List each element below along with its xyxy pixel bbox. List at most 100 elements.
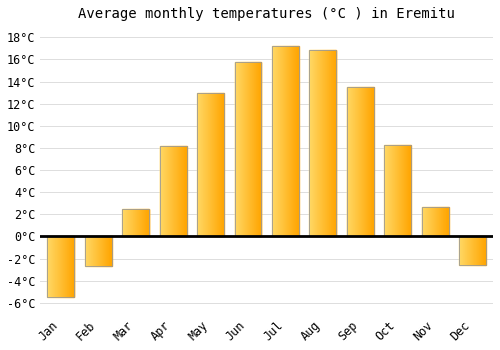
Bar [64, 237, 65, 297]
Bar [424, 206, 425, 237]
Bar [128, 209, 129, 237]
Bar [364, 87, 365, 237]
Bar [357, 87, 358, 237]
Bar [85, 237, 112, 266]
Bar [475, 237, 476, 265]
Bar [183, 146, 184, 237]
Bar [111, 237, 112, 266]
Bar [48, 237, 49, 297]
Bar [439, 206, 440, 237]
Bar [422, 206, 423, 237]
Bar [459, 237, 486, 265]
Bar [161, 146, 162, 237]
Bar [272, 46, 299, 237]
Bar [360, 87, 361, 237]
Bar [175, 146, 176, 237]
Bar [254, 62, 256, 237]
Bar [471, 237, 472, 265]
Bar [407, 145, 408, 237]
Bar [294, 46, 295, 237]
Bar [164, 146, 165, 237]
Bar [110, 237, 111, 266]
Bar [89, 237, 90, 266]
Bar [470, 237, 471, 265]
Bar [409, 145, 410, 237]
Bar [347, 87, 374, 237]
Bar [310, 49, 336, 237]
Bar [130, 209, 131, 237]
Bar [349, 87, 350, 237]
Bar [387, 145, 388, 237]
Bar [176, 146, 177, 237]
Bar [56, 237, 57, 297]
Bar [404, 145, 405, 237]
Bar [466, 237, 467, 265]
Bar [331, 49, 332, 237]
Bar [172, 146, 173, 237]
Bar [147, 209, 148, 237]
Bar [244, 62, 246, 237]
Bar [478, 237, 479, 265]
Bar [445, 206, 446, 237]
Bar [59, 237, 60, 297]
Bar [459, 237, 460, 265]
Bar [107, 237, 108, 266]
Bar [464, 237, 465, 265]
Title: Average monthly temperatures (°C ) in Eremitu: Average monthly temperatures (°C ) in Er… [78, 7, 455, 21]
Bar [472, 237, 473, 265]
Bar [260, 62, 261, 237]
Bar [125, 209, 126, 237]
Bar [142, 209, 143, 237]
Bar [166, 146, 167, 237]
Bar [103, 237, 104, 266]
Bar [292, 46, 293, 237]
Bar [335, 49, 336, 237]
Bar [62, 237, 63, 297]
Bar [86, 237, 87, 266]
Bar [85, 237, 86, 266]
Bar [288, 46, 289, 237]
Bar [463, 237, 464, 265]
Bar [160, 146, 186, 237]
Bar [290, 46, 291, 237]
Bar [252, 62, 254, 237]
Bar [319, 49, 320, 237]
Bar [144, 209, 145, 237]
Bar [468, 237, 469, 265]
Bar [140, 209, 141, 237]
Bar [91, 237, 92, 266]
Bar [405, 145, 406, 237]
Bar [356, 87, 357, 237]
Bar [73, 237, 74, 297]
Bar [66, 237, 67, 297]
Bar [400, 145, 401, 237]
Bar [93, 237, 94, 266]
Bar [234, 62, 262, 237]
Bar [437, 206, 438, 237]
Bar [461, 237, 462, 265]
Bar [321, 49, 322, 237]
Bar [447, 206, 448, 237]
Bar [184, 146, 186, 237]
Bar [355, 87, 356, 237]
Bar [384, 145, 385, 237]
Bar [427, 206, 428, 237]
Bar [124, 209, 125, 237]
Bar [289, 46, 290, 237]
Bar [441, 206, 442, 237]
Bar [469, 237, 470, 265]
Bar [316, 49, 318, 237]
Bar [139, 209, 140, 237]
Bar [350, 87, 351, 237]
Bar [462, 237, 463, 265]
Bar [100, 237, 101, 266]
Bar [61, 237, 62, 297]
Bar [460, 237, 461, 265]
Bar [179, 146, 180, 237]
Bar [122, 209, 123, 237]
Bar [484, 237, 486, 265]
Bar [286, 46, 288, 237]
Bar [87, 237, 88, 266]
Bar [280, 46, 281, 237]
Bar [143, 209, 144, 237]
